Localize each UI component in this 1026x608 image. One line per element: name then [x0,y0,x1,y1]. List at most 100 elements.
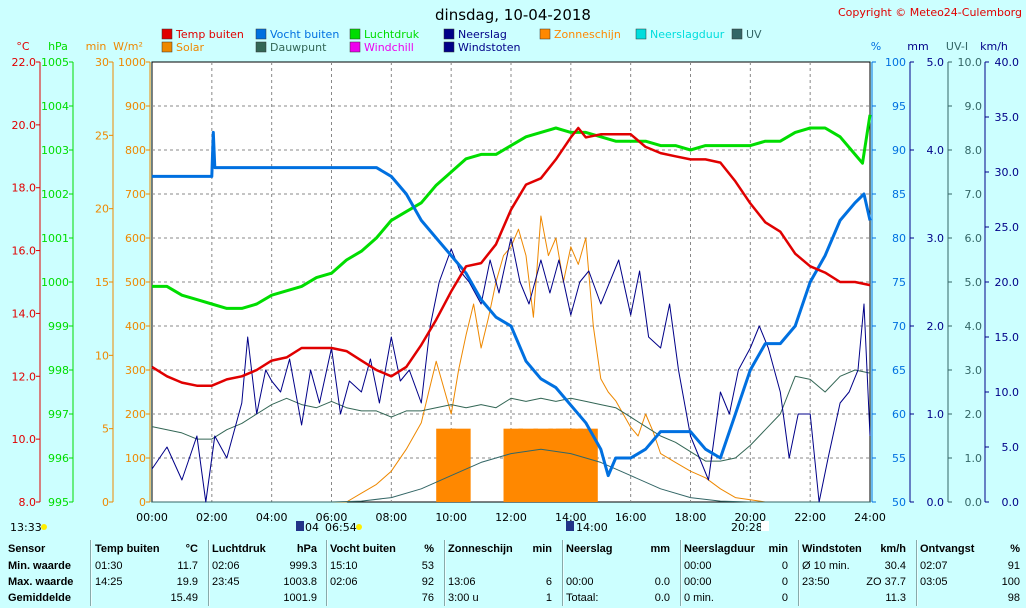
axis-tick-label: 15.0 [995,331,1020,344]
table-cell: 00:00 [566,576,594,588]
sunshine-bar [451,428,471,502]
weather-chart: 8.0 10.0 12.0 14.0 16.0 18.0 20.0 22.0 °C 995 996 9… [10,6,1022,534]
axis-unit-temp: °C [16,40,30,53]
axis-tick-label: 5.0 [965,276,983,289]
table-cell: Neerslagduur [684,543,755,555]
axis-tick-label: 7.0 [965,188,983,201]
table-cell: min [768,543,788,555]
axis-tick-label: 12.0 [12,370,37,383]
axis-tick-label: 40.0 [995,56,1020,69]
legend-swatch [161,41,173,53]
table-cell: 100 [1001,576,1020,588]
legend-swatch [443,28,455,40]
table-cell: Ontvangst [920,543,975,555]
legend-label: Neerslagduur [650,28,725,41]
axis-tick-label: 995 [48,496,69,509]
axis-tick-label: 15 [95,276,109,289]
axis-tick-label: 5 [102,423,109,436]
table-cell: 15:10 [330,560,358,572]
table-separator [90,540,92,606]
legend-label: Solar [176,41,205,54]
table-cell: 0.0 [654,592,670,604]
x-tick-label: 14:00 [555,511,587,524]
table-row: Max. waarde 14:25 19.9 23:45 1003.8 02:06 92 13… [0,576,1026,591]
axis-tick-label: 997 [48,408,69,421]
axis-tick-label: 1.0 [927,408,945,421]
axis-tick-label: 4.0 [965,320,983,333]
table-separator [798,540,800,606]
table-cell: 23:45 [212,576,240,588]
axis-tick-label: 998 [48,364,69,377]
axis-tick-label: 8.0 [19,496,37,509]
sunshine-bar [503,428,523,502]
legend-swatch [255,28,267,40]
axis-tick-label: 999 [48,320,69,333]
table-cell: Gemiddelde [8,592,71,604]
table-separator [444,540,446,606]
sunshine-bar [563,428,583,502]
sunrise-left-time: 13:33 [10,521,42,534]
noon-time: 14:00 [576,521,608,534]
table-cell: 6 [545,576,552,588]
table-cell: 00:00 [684,560,712,572]
table-cell: Max. waarde [8,576,74,588]
legend-swatch [443,41,455,53]
legend-label: Temp buiten [175,28,244,41]
axis-tick-label: 70 [892,320,906,333]
chart-title: dinsdag, 10-04-2018 [435,6,591,24]
x-tick-label: 00:00 [136,511,168,524]
table-cell: ZO 37.7 [866,576,906,588]
table-cell: 92 [421,576,434,588]
axis-tick-label: 1.0 [965,452,983,465]
table-cell: 0 [781,560,788,572]
table-header-row: Sensor Temp buiten °C Luchtdruk hPa Vocht bui… [0,543,1026,558]
table-cell: 11.3 [885,592,906,604]
table-cell: 03:05 [920,576,948,588]
table-separator [562,540,564,606]
axis-tick-label: 200 [125,408,146,421]
axis-tick-label: 20.0 [12,119,37,132]
moon-label: 04 [305,521,319,534]
axis-tick-label: 0.0 [1002,496,1020,509]
sunshine-bar [533,428,553,502]
axis-tick-label: 10.0 [958,56,983,69]
table-cell: 02:07 [920,560,948,572]
sun-markers: 13:33 04 06:54 14:00 20:28 [10,521,769,534]
legend-label: Windchill [364,41,414,54]
legend-swatch [539,28,551,40]
x-tick-label: 22:00 [794,511,826,524]
table-cell: 0 [781,576,788,588]
axis-tick-label: 75 [892,276,906,289]
table-cell: Ø 10 min. [802,560,850,572]
table-cell: Neerslag [566,543,613,555]
sunshine-bars [436,428,598,502]
sunrise-time: 06:54 [325,521,357,534]
axis-tick-label: 400 [125,320,146,333]
table-cell: 19.9 [176,576,198,588]
x-tick-label: 10:00 [435,511,467,524]
axis-tick-label: 4.0 [927,144,945,157]
table-row: Min. waarde 01:30 11.7 02:06 999.3 15:10 53 00:… [0,560,1026,575]
legend-swatch [349,28,361,40]
series-solar [152,215,870,503]
legend-swatch [255,41,267,53]
table-cell: Totaal: [566,592,599,604]
table-cell: 0 [781,592,788,604]
series-lines [151,114,872,503]
axis-tick-label: 1005 [41,56,69,69]
table-cell: 14:25 [95,576,123,588]
legend: Temp buiten Vocht buiten Luchtdruk Neerslag… [161,28,762,54]
table-cell: Luchtdruk [212,543,266,555]
axis-tick-label: 1001 [41,232,69,245]
sun-icon [41,524,47,530]
axis-tick-label: 3.0 [965,364,983,377]
series-uv [152,448,870,503]
axis-tick-label: 5.0 [1002,441,1020,454]
axis-unit-precip: mm [907,40,928,53]
x-tick-label: 18:00 [675,511,707,524]
x-tick-label: 02:00 [196,511,228,524]
axis-tick-label: 100 [125,452,146,465]
sunset-marker [761,521,769,531]
sunset-time: 20:28 [731,521,763,534]
table-cell: 3:00 u [448,592,479,604]
